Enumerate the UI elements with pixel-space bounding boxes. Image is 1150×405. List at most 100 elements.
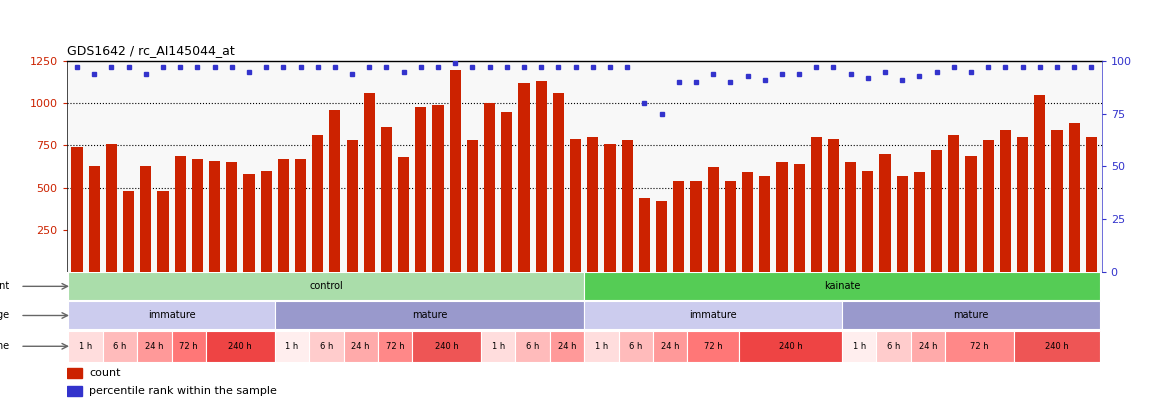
Bar: [67, 368, 83, 378]
Bar: [209, 160, 220, 272]
Bar: [862, 171, 874, 272]
Text: immature: immature: [689, 311, 737, 320]
Text: 1 h: 1 h: [285, 342, 299, 351]
Bar: [1068, 124, 1080, 272]
Bar: [206, 331, 275, 362]
Bar: [673, 181, 684, 272]
Bar: [945, 331, 1014, 362]
Bar: [653, 331, 688, 362]
Text: 1 h: 1 h: [595, 342, 608, 351]
Bar: [261, 171, 271, 272]
Bar: [171, 331, 206, 362]
Text: 1 h: 1 h: [79, 342, 92, 351]
Bar: [68, 272, 584, 301]
Bar: [378, 331, 412, 362]
Text: age: age: [0, 311, 10, 320]
Bar: [876, 331, 911, 362]
Bar: [742, 173, 753, 272]
Bar: [244, 174, 254, 272]
Bar: [158, 191, 169, 272]
Bar: [690, 181, 702, 272]
Text: 6 h: 6 h: [629, 342, 643, 351]
Text: 6 h: 6 h: [887, 342, 900, 351]
Bar: [739, 331, 842, 362]
Bar: [137, 331, 171, 362]
Bar: [71, 147, 83, 272]
Bar: [811, 137, 822, 272]
Bar: [312, 135, 323, 272]
Bar: [515, 331, 550, 362]
Text: mature: mature: [953, 311, 989, 320]
Bar: [842, 301, 1101, 330]
Bar: [227, 162, 237, 272]
Bar: [605, 144, 615, 272]
Bar: [897, 176, 907, 272]
Text: 72 h: 72 h: [971, 342, 989, 351]
Bar: [536, 81, 546, 272]
Text: 72 h: 72 h: [385, 342, 405, 351]
Bar: [966, 156, 976, 272]
Bar: [501, 112, 513, 272]
Bar: [481, 331, 515, 362]
Text: 1 h: 1 h: [491, 342, 505, 351]
Text: GDS1642 / rc_AI145044_at: GDS1642 / rc_AI145044_at: [67, 44, 235, 57]
Bar: [1014, 331, 1101, 362]
Text: 24 h: 24 h: [145, 342, 163, 351]
Bar: [412, 331, 481, 362]
Text: kainate: kainate: [823, 281, 860, 291]
Bar: [432, 105, 444, 272]
Text: 240 h: 240 h: [779, 342, 803, 351]
Bar: [68, 331, 102, 362]
Bar: [724, 181, 736, 272]
Bar: [102, 331, 137, 362]
Bar: [450, 70, 461, 272]
Bar: [67, 386, 83, 396]
Text: 72 h: 72 h: [704, 342, 722, 351]
Bar: [932, 150, 942, 272]
Bar: [123, 191, 135, 272]
Text: time: time: [0, 341, 10, 351]
Bar: [68, 301, 275, 330]
Bar: [880, 154, 890, 272]
Bar: [346, 141, 358, 272]
Text: 24 h: 24 h: [558, 342, 576, 351]
Bar: [776, 162, 788, 272]
Bar: [619, 331, 653, 362]
Bar: [398, 157, 409, 272]
Bar: [484, 103, 496, 272]
Text: control: control: [309, 281, 343, 291]
Bar: [89, 166, 100, 272]
Text: 240 h: 240 h: [1045, 342, 1068, 351]
Bar: [381, 127, 392, 272]
Text: 6 h: 6 h: [114, 342, 126, 351]
Text: percentile rank within the sample: percentile rank within the sample: [90, 386, 277, 396]
Text: 1 h: 1 h: [852, 342, 866, 351]
Bar: [1051, 130, 1063, 272]
Bar: [759, 176, 770, 272]
Bar: [584, 272, 1101, 301]
Bar: [467, 141, 478, 272]
Text: 72 h: 72 h: [179, 342, 198, 351]
Bar: [999, 130, 1011, 272]
Bar: [638, 198, 650, 272]
Bar: [914, 173, 925, 272]
Bar: [275, 331, 309, 362]
Bar: [570, 139, 581, 272]
Bar: [1034, 95, 1045, 272]
Bar: [622, 141, 633, 272]
Bar: [553, 93, 564, 272]
Text: 240 h: 240 h: [229, 342, 252, 351]
Text: agent: agent: [0, 281, 10, 291]
Bar: [707, 167, 719, 272]
Text: 24 h: 24 h: [919, 342, 937, 351]
Bar: [793, 164, 805, 272]
Bar: [842, 331, 876, 362]
Text: immature: immature: [147, 311, 196, 320]
Bar: [106, 144, 117, 272]
Bar: [1017, 137, 1028, 272]
Bar: [363, 93, 375, 272]
Bar: [329, 110, 340, 272]
Bar: [584, 331, 619, 362]
Text: count: count: [90, 368, 121, 377]
Bar: [949, 135, 959, 272]
